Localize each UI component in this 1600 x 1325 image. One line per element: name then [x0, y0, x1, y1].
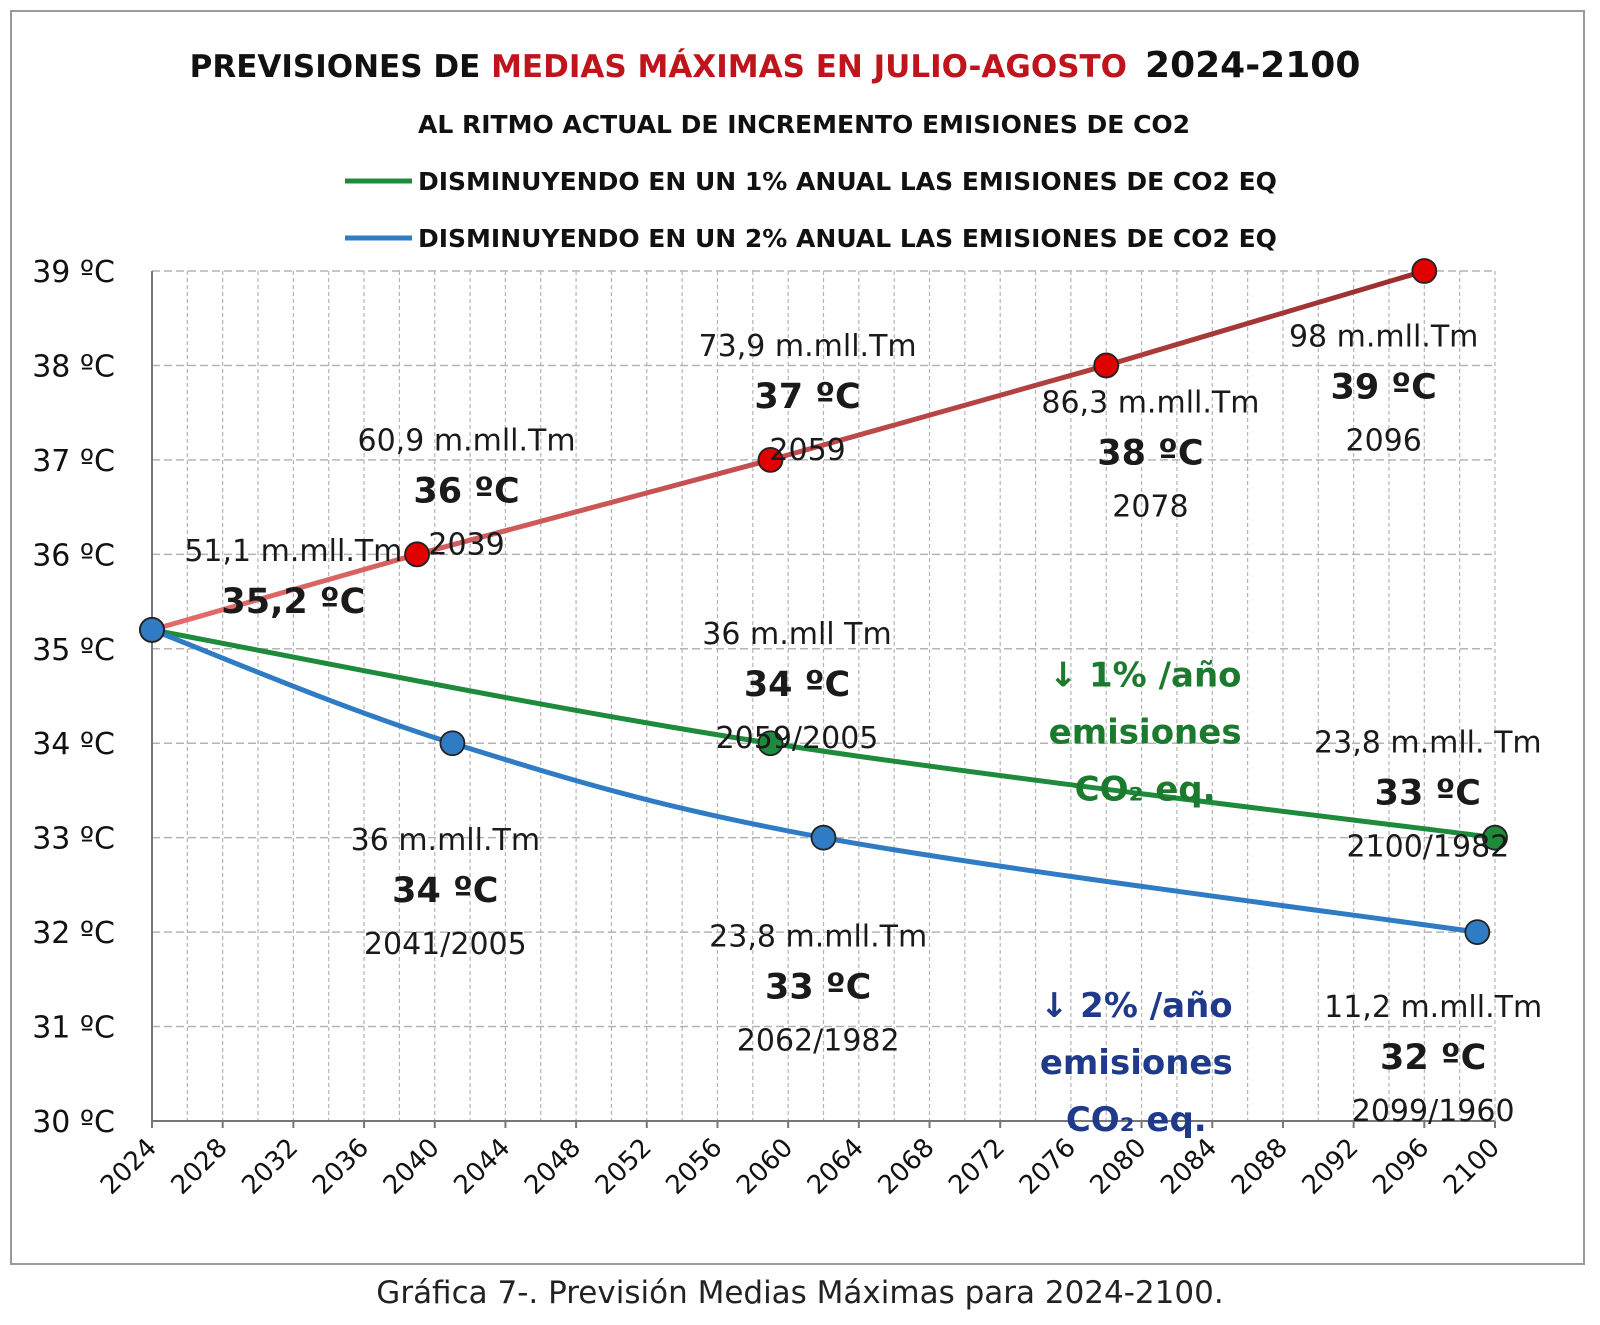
x-tick-label: 2064 — [802, 1133, 870, 1201]
data-point-blue — [1464, 919, 1491, 946]
annotation-line: 32 ºC — [1380, 1038, 1486, 1078]
data-point-red — [1093, 352, 1120, 379]
y-tick-label: 35 ºC — [32, 633, 115, 668]
x-tick-label: 2040 — [378, 1133, 446, 1201]
annotation-a4: 86,3 m.mll.Tm 38 ºC 2078 — [1041, 386, 1259, 525]
annotation-line: 11,2 m.mll.Tm — [1324, 990, 1542, 1025]
annotation-line: 36 ºC — [413, 471, 519, 511]
chart-title: PREVISIONES DE MEDIAS MÁXIMAS EN JULIO-A… — [190, 45, 1361, 86]
x-tick-label: 2036 — [307, 1133, 375, 1201]
annotation-g1: ↓ 1% /año emisiones CO₂ eq. — [1049, 656, 1242, 810]
y-tick-label: 30 ºC — [32, 1105, 115, 1140]
annotation-a3: 73,9 m.mll.Tm 37 ºC 2059 — [699, 329, 917, 468]
y-tick-label: 32 ºC — [32, 916, 115, 951]
annotation-line: ↓ 2% /año — [1040, 986, 1233, 1026]
annotation-line: 34 ºC — [392, 871, 498, 911]
annotation-line: 37 ºC — [754, 377, 860, 417]
annotation-line: 2062/1982 — [737, 1023, 900, 1058]
data-point-red — [1411, 258, 1438, 284]
annotation-line: 39 ºC — [1331, 368, 1437, 408]
data-point-blue — [810, 824, 837, 851]
annotation-line: 73,9 m.mll.Tm — [699, 329, 917, 364]
annotation-line: 2039 — [428, 527, 504, 562]
annotation-line: 2041/2005 — [364, 927, 527, 962]
legend-label-blue: DISMINUYENDO EN UN 2% ANUAL LAS EMISIONE… — [418, 224, 1277, 253]
annotation-line: emisiones — [1049, 713, 1242, 753]
x-tick-label: 2092 — [1297, 1133, 1365, 1201]
data-point-red — [757, 446, 784, 473]
x-tick-label: 2076 — [1014, 1133, 1082, 1201]
annotation-line: 35,2 ºC — [221, 582, 365, 622]
figure-caption: Gráfica 7-. Previsión Medias Máximas par… — [376, 1275, 1224, 1311]
y-tick-label: 36 ºC — [32, 538, 115, 573]
annotation-line: 23,8 m.mll.Tm — [709, 919, 927, 954]
annotation-line: 38 ºC — [1097, 434, 1203, 474]
x-tick-label: 2072 — [943, 1133, 1011, 1201]
annotation-line: CO₂ eq. — [1075, 770, 1216, 810]
x-tick-label: 2056 — [660, 1133, 728, 1201]
annotation-a1: 51,1 m.mll.Tm 35,2 ºC — [184, 534, 402, 622]
x-tick-label: 2052 — [590, 1133, 658, 1201]
annotation-line: CO₂ eq. — [1066, 1100, 1207, 1140]
y-tick-label: 34 ºC — [32, 727, 115, 762]
annotation-a7: 36 m.mll.Tm 34 ºC 2041/2005 — [351, 823, 540, 962]
annotation-line: 33 ºC — [1375, 774, 1481, 814]
annotation-line: 36 m.mll.Tm — [351, 823, 540, 858]
annotation-line: 2059/2005 — [716, 721, 879, 756]
annotation-line: 98 m.mll.Tm — [1289, 320, 1478, 355]
annotation-line: 2078 — [1112, 490, 1188, 525]
annotation-line: 60,9 m.mll.Tm — [358, 423, 576, 458]
annotation-line: 33 ºC — [765, 967, 871, 1007]
annotation-line: emisiones — [1040, 1043, 1233, 1083]
annotation-a10: 11,2 m.mll.Tm 32 ºC 2099/1960 — [1324, 990, 1542, 1129]
legend-label-red: AL RITMO ACTUAL DE INCREMENTO EMISIONES … — [418, 110, 1190, 139]
annotation-a8: 23,8 m.mll.Tm 33 ºC 2062/1982 — [709, 919, 927, 1058]
annotation-a5: 98 m.mll.Tm 39 ºC 2096 — [1289, 320, 1478, 459]
x-tick-label: 2048 — [519, 1133, 587, 1201]
annotation-line: 36 m.mll Tm — [702, 617, 891, 652]
x-tick-label: 2096 — [1367, 1133, 1435, 1201]
x-tick-label: 2044 — [448, 1133, 516, 1201]
x-tick-label: 2060 — [731, 1133, 799, 1201]
series-line-blue — [149, 627, 1480, 935]
x-tick-label: 2032 — [236, 1133, 304, 1201]
y-tick-label: 38 ºC — [32, 349, 115, 384]
annotation-a2: 60,9 m.mll.Tm 36 ºC 2039 — [358, 423, 576, 562]
title-part-3: 2024-2100 — [1145, 45, 1360, 86]
annotation-line: 2059 — [769, 433, 845, 468]
x-tick-label: 2084 — [1155, 1133, 1223, 1201]
title-part-1: PREVISIONES DE — [190, 49, 491, 85]
data-point-green — [757, 730, 784, 757]
x-tick-label: 2024 — [95, 1133, 163, 1201]
annotation-a6: 36 m.mll Tm 34 ºC 2059/2005 — [702, 617, 891, 756]
y-tick-label: 37 ºC — [32, 444, 115, 479]
data-point-green — [1482, 824, 1508, 851]
data-point-blue — [139, 616, 165, 643]
data-point-red — [404, 541, 430, 568]
x-tick-label: 2088 — [1226, 1133, 1294, 1201]
y-tick-label: 31 ºC — [32, 1011, 115, 1046]
annotation-line: 51,1 m.mll.Tm — [184, 534, 402, 569]
x-tick-label: 2068 — [872, 1133, 940, 1201]
x-tick-label: 2080 — [1085, 1133, 1153, 1201]
legend-label-green: DISMINUYENDO EN UN 1% ANUAL LAS EMISIONE… — [418, 167, 1277, 196]
data-point-blue — [439, 730, 466, 757]
annotation-line: 2100/1982 — [1346, 830, 1509, 865]
annotation-line: 34 ºC — [744, 665, 850, 705]
y-tick-label: 33 ºC — [32, 822, 115, 857]
annotation-line: 86,3 m.mll.Tm — [1041, 386, 1259, 421]
annotation-line: 2099/1960 — [1352, 1094, 1515, 1129]
y-tick-label: 39 ºC — [32, 255, 115, 290]
x-tick-label: 2100 — [1438, 1133, 1506, 1201]
annotation-line: 2096 — [1345, 424, 1421, 459]
annotation-b1: ↓ 2% /año emisiones CO₂ eq. — [1040, 986, 1233, 1140]
chart-frame — [10, 10, 1585, 1265]
title-part-2: MEDIAS MÁXIMAS EN JULIO-AGOSTO — [491, 49, 1127, 85]
x-tick-label: 2028 — [166, 1133, 234, 1201]
annotation-line: 23,8 m.mll. Tm — [1314, 726, 1542, 761]
line-chart: PREVISIONES DE MEDIAS MÁXIMAS EN JULIO-A… — [32, 45, 1542, 1201]
annotation-a9: 23,8 m.mll. Tm 33 ºC 2100/1982 — [1314, 726, 1542, 865]
annotation-line: ↓ 1% /año — [1049, 656, 1242, 696]
